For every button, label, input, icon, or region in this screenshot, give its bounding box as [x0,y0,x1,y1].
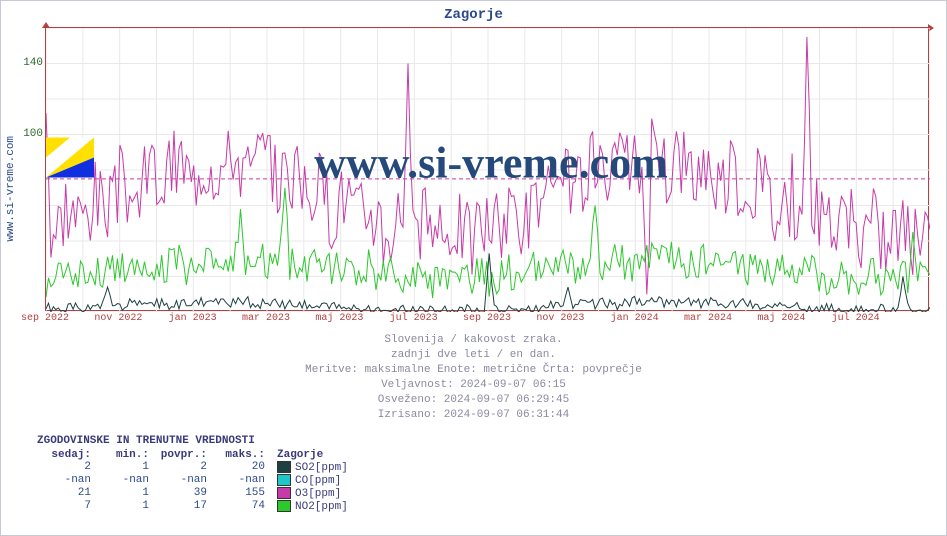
x-axis-label: jul 2024 [832,313,880,324]
series-swatch-icon [277,487,291,499]
stats-series-cell: NO2[ppm] [269,500,352,513]
series-swatch-icon [277,461,291,473]
stats-cell: -nan [211,474,269,487]
stats-table: sedaj:min.:povpr.:maks.:Zagorje 21220SO2… [37,449,352,513]
stats-header: maks.: [211,449,269,461]
stats-header: Zagorje [269,449,352,461]
x-axis-label: nov 2023 [536,313,584,324]
x-axis-label: jul 2023 [390,313,438,324]
stats-cell: 21 [37,487,95,500]
x-axis-label: maj 2023 [315,313,363,324]
stats-cell: 2 [153,461,211,474]
stats-cell: 1 [95,487,153,500]
stats-series-cell: CO[ppm] [269,474,352,487]
series-label: CO[ppm] [295,475,341,487]
meta-line: Osveženo: 2024-09-07 06:29:45 [1,393,946,408]
stats-cell: 155 [211,487,269,500]
x-axis-label: jan 2024 [611,313,659,324]
x-axis-label: nov 2022 [94,313,142,324]
stats-cell: 74 [211,500,269,513]
chart-title: Zagorje [1,7,946,23]
chart-frame: Zagorje www.si-vreme.com 100 140 www.si-v… [0,0,947,536]
x-axis-label: sep 2023 [463,313,511,324]
stats-title: ZGODOVINSKE IN TRENUTNE VREDNOSTI [37,435,352,447]
plot-svg [46,28,930,312]
stats-header: min.: [95,449,153,461]
stats-cell: -nan [95,474,153,487]
x-axis-label: jan 2023 [169,313,217,324]
stats-row: 21220SO2[ppm] [37,461,352,474]
x-axis-label: mar 2023 [242,313,290,324]
series-swatch-icon [277,500,291,512]
plot-area: www.si-vreme.com [45,27,929,311]
stats-row: 21139155 O3[ppm] [37,487,352,500]
series-label: NO2[ppm] [295,501,348,513]
stats-header: sedaj: [37,449,95,461]
x-axis: sep 2022nov 2022jan 2023mar 2023maj 2023… [45,313,929,329]
x-axis-label: sep 2022 [21,313,69,324]
stats-series-cell: O3[ppm] [269,487,352,500]
meta-line: Izrisano: 2024-09-07 06:31:44 [1,408,946,423]
series-swatch-icon [277,474,291,486]
y-axis-label: 140 [19,57,43,69]
site-label-rotated: www.si-vreme.com [5,136,17,242]
stats-series-cell: SO2[ppm] [269,461,352,474]
stats-block: ZGODOVINSKE IN TRENUTNE VREDNOSTI sedaj:… [37,435,352,513]
stats-header-row: sedaj:min.:povpr.:maks.:Zagorje [37,449,352,461]
meta-line: Slovenija / kakovost zraka. [1,333,946,348]
stats-cell: 1 [95,461,153,474]
stats-row: 711774 NO2[ppm] [37,500,352,513]
chart-metadata: Slovenija / kakovost zraka. zadnji dve l… [1,333,946,423]
meta-line: zadnji dve leti / en dan. [1,348,946,363]
y-axis-label: 100 [19,128,43,140]
stats-cell: 1 [95,500,153,513]
stats-header: povpr.: [153,449,211,461]
stats-row: -nan-nan-nan-nanCO[ppm] [37,474,352,487]
stats-cell: 20 [211,461,269,474]
meta-line: Veljavnost: 2024-09-07 06:15 [1,378,946,393]
stats-cell: 17 [153,500,211,513]
series-label: O3[ppm] [295,488,341,500]
series-label: SO2[ppm] [295,462,348,474]
x-axis-label: maj 2024 [757,313,805,324]
stats-cell: 2 [37,461,95,474]
stats-cell: 39 [153,487,211,500]
stats-cell: 7 [37,500,95,513]
stats-cell: -nan [153,474,211,487]
x-axis-label: mar 2024 [684,313,732,324]
stats-cell: -nan [37,474,95,487]
meta-line: Meritve: maksimalne Enote: metrične Črta… [1,363,946,378]
